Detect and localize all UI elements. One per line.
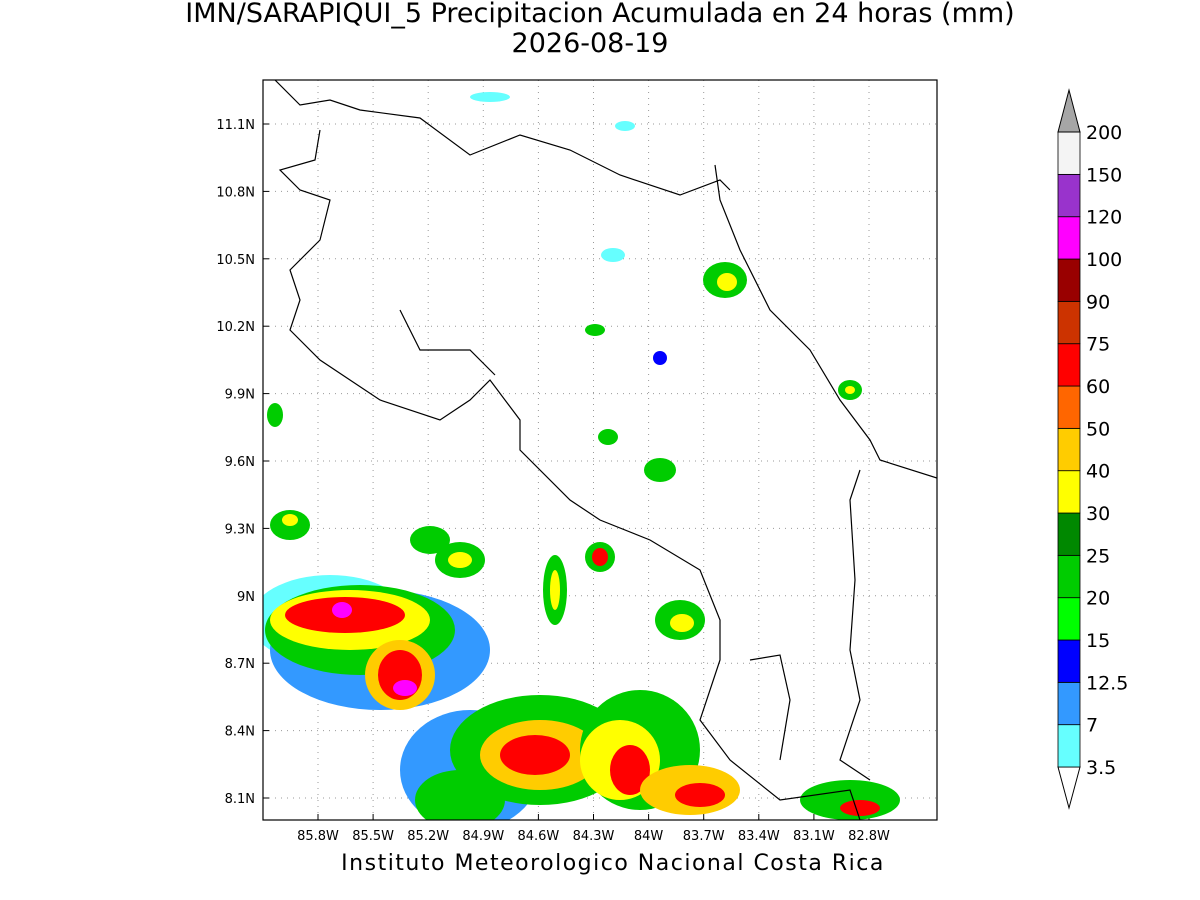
- colorbar-segment: [1057, 681, 1081, 726]
- colorbar-label: 15: [1086, 630, 1110, 652]
- lon-label: 83.7W: [683, 829, 725, 844]
- precipitation-field: [263, 92, 900, 820]
- colorbar-label: 7: [1086, 715, 1098, 737]
- lon-label: 84.9W: [462, 829, 504, 844]
- plot-frame: [262, 79, 938, 821]
- colorbar-segment: [1057, 597, 1081, 641]
- lon-label: 82.8W: [848, 829, 890, 844]
- lat-label: 9.3N: [225, 522, 255, 537]
- colorbar-label: 60: [1086, 376, 1110, 398]
- colorbar-segment: [1057, 470, 1081, 514]
- colorbar-label: 3.5: [1086, 757, 1116, 779]
- colorbar-label: 40: [1086, 461, 1110, 483]
- lon-label: 85.2W: [407, 829, 449, 844]
- colorbar-segment: [1057, 512, 1081, 556]
- colorbar-label: 25: [1086, 545, 1110, 567]
- lat-label: 10.8N: [216, 185, 255, 200]
- lat-label: 9N: [237, 590, 255, 605]
- lat-label: 8.4N: [225, 725, 255, 740]
- colorbar-segment: [1057, 258, 1081, 302]
- colorbar-under: [1057, 766, 1081, 810]
- colorbar-label: 120: [1086, 207, 1122, 229]
- lat-label: 10.5N: [216, 253, 255, 268]
- lon-label: 84W: [634, 829, 664, 844]
- colorbar-segment: [1057, 300, 1081, 345]
- colorbar-label: 100: [1086, 249, 1122, 271]
- colorbar-over: [1057, 88, 1081, 133]
- colorbar-segment: [1057, 724, 1081, 768]
- colorbar-segment: [1057, 385, 1081, 429]
- lat-label: 8.7N: [225, 657, 255, 672]
- lat-label: 11.1N: [216, 118, 255, 133]
- lat-label: 9.9N: [225, 388, 255, 403]
- date: 2026-08-19: [512, 28, 669, 59]
- lon-label: 85.5W: [352, 829, 394, 844]
- coastline: [274, 80, 937, 820]
- colorbar-segment: [1057, 216, 1081, 260]
- colorbar-segment: [1057, 427, 1081, 472]
- colorbar-label: 150: [1086, 164, 1122, 186]
- colorbar-segment: [1057, 131, 1081, 175]
- colorbar-label: 30: [1086, 503, 1110, 525]
- colorbar-label: 200: [1086, 122, 1122, 144]
- lat-label: 8.1N: [225, 792, 255, 807]
- lat-label: 10.2N: [216, 320, 255, 335]
- lat-label: 9.6N: [225, 455, 255, 470]
- colorbar-label: 50: [1086, 418, 1110, 440]
- colorbar: 3.5 7 12.5 15 20 25 30 40 50 60 75 90 100 120 150 200: [1057, 88, 1128, 810]
- lon-label: 85.8W: [297, 829, 339, 844]
- title: IMN/SARAPIQUI_5 Precipitacion Acumulada …: [185, 0, 1014, 29]
- lon-label: 84.3W: [573, 829, 615, 844]
- footer: Instituto Meteorologico Nacional Costa R…: [341, 851, 885, 876]
- colorbar-segment: [1057, 554, 1081, 599]
- lon-label: 83.1W: [793, 829, 835, 844]
- lon-label: 83.4W: [738, 829, 780, 844]
- colorbar-segment: [1057, 639, 1081, 683]
- colorbar-label: 90: [1086, 291, 1110, 313]
- lon-label: 84.6W: [517, 829, 559, 844]
- colorbar-label: 12.5: [1086, 672, 1128, 694]
- colorbar-label: 75: [1086, 334, 1110, 356]
- colorbar-segment: [1057, 173, 1081, 218]
- colorbar-label: 20: [1086, 588, 1110, 610]
- colorbar-segment: [1057, 343, 1081, 387]
